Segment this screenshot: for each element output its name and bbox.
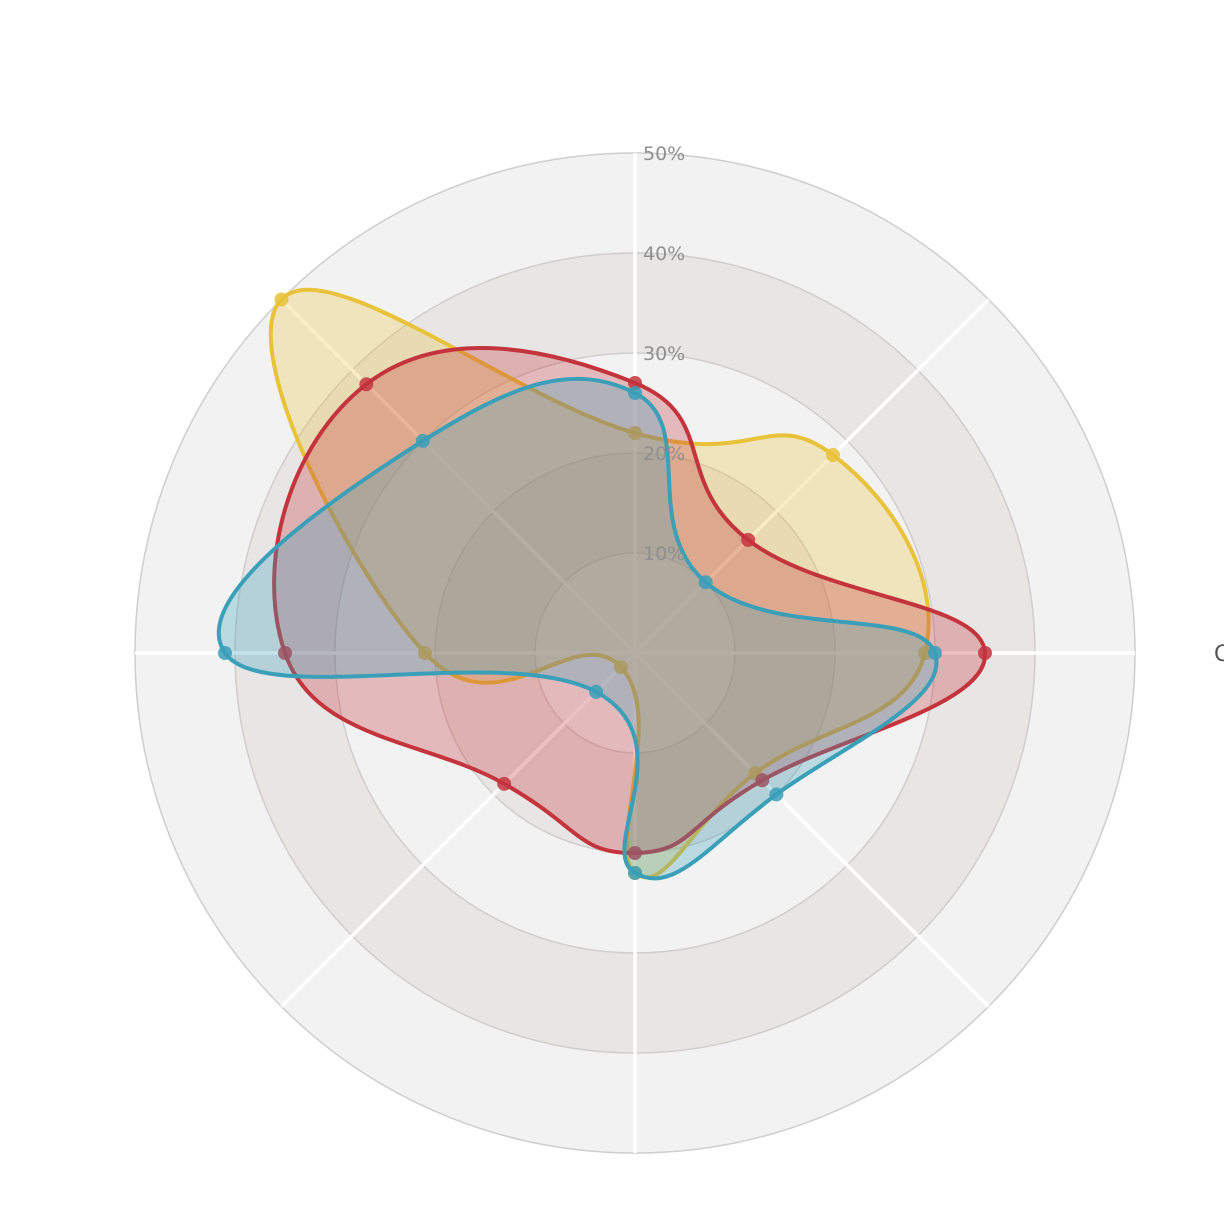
- series-2-point: [755, 773, 770, 788]
- series-3-area: [216, 376, 939, 881]
- series-2-point: [741, 532, 756, 547]
- series-1-point: [418, 646, 432, 660]
- angular-gridline: [280, 651, 637, 1008]
- radial-tick-label: 40%: [643, 243, 685, 265]
- series-3-point: [628, 866, 642, 880]
- series-2-point: [628, 376, 642, 390]
- series-3-point: [928, 646, 942, 660]
- series-1-point: [274, 292, 289, 307]
- series-2-point: [278, 646, 292, 660]
- series-1-point: [613, 660, 628, 675]
- series-3-point: [415, 433, 430, 448]
- series-3-point: [628, 386, 642, 400]
- series-3-point: [769, 787, 784, 802]
- series-2-point: [628, 846, 642, 860]
- angular-gridline: [280, 298, 637, 655]
- series-2-point: [978, 646, 992, 660]
- series-3-point: [698, 575, 713, 590]
- series-2-point: [497, 776, 512, 791]
- series-2-point: [359, 377, 374, 392]
- series-3: [216, 376, 942, 881]
- radial-tick-label: 30%: [643, 343, 685, 365]
- radial-tick-label: 10%: [643, 543, 685, 565]
- radial-tick-labels: 10% 20% 30% 40% 50%: [643, 143, 685, 565]
- series-1-point: [918, 646, 932, 660]
- series-2: [272, 346, 992, 860]
- series-3-point: [218, 646, 232, 660]
- series-1-point: [825, 448, 840, 463]
- series-layer: [216, 287, 992, 881]
- radial-tick-label: 20%: [643, 443, 685, 465]
- angular-gridline: [633, 651, 990, 1008]
- series-1-point: [628, 426, 642, 440]
- angular-label-partial: C: [1214, 642, 1224, 667]
- series-3-point: [589, 684, 604, 699]
- radial-tick-label: 50%: [643, 143, 685, 165]
- angular-gridline: [633, 298, 990, 655]
